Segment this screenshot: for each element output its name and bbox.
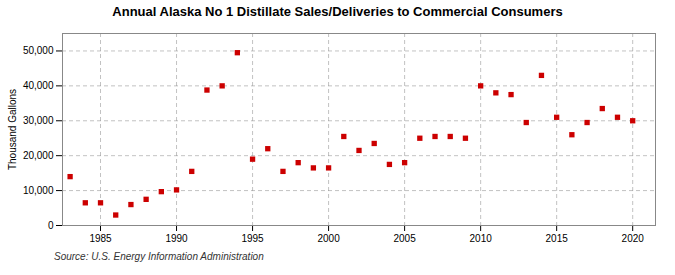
svg-text:Thousand Gallons: Thousand Gallons: [7, 89, 18, 170]
svg-text:0: 0: [48, 220, 54, 231]
svg-text:2005: 2005: [393, 233, 416, 244]
svg-text:2000: 2000: [317, 233, 340, 244]
svg-text:40,000: 40,000: [23, 80, 54, 91]
svg-text:2015: 2015: [546, 233, 569, 244]
svg-text:10,000: 10,000: [23, 185, 54, 196]
svg-text:1985: 1985: [89, 233, 112, 244]
html-text:Annual Alaska No 1 Distillate: Annual Alaska No 1 Distillate Sales/Deli…: [112, 4, 563, 19]
svg-text:2020: 2020: [622, 233, 645, 244]
svg-text:20,000: 20,000: [23, 150, 54, 161]
svg-text:1995: 1995: [241, 233, 264, 244]
html-text:Source: U.S. Energy Informatio: Source: U.S. Energy Information Administ…: [54, 251, 264, 262]
svg-text:1990: 1990: [165, 233, 188, 244]
svg-text:50,000: 50,000: [23, 45, 54, 56]
svg-text:30,000: 30,000: [23, 115, 54, 126]
svg-text:2010: 2010: [470, 233, 493, 244]
